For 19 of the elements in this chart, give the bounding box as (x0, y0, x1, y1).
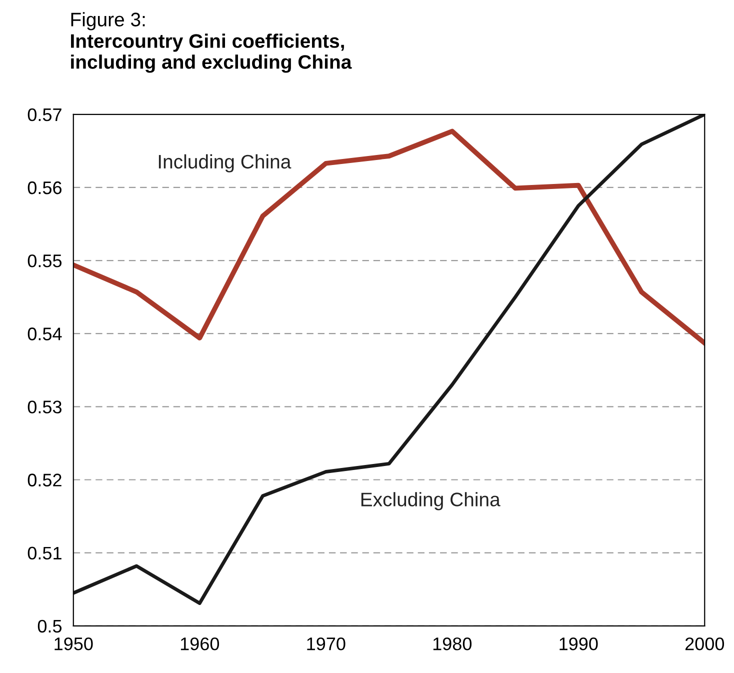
series-label: Including China (158, 154, 292, 172)
y-tick-label: 0.53 (28, 400, 62, 414)
x-tick-label: 1980 (433, 637, 472, 650)
y-tick-label: 0.57 (28, 108, 62, 122)
series-label: Excluding China (361, 492, 500, 510)
y-tick-label: 0.5 (38, 620, 62, 633)
line-series (73, 128, 705, 346)
y-tick-label: 0.54 (28, 328, 62, 340)
y-tick-label: 0.56 (28, 181, 62, 194)
chart-subtitle: Intercountry Gini coefficients, including and excluding China (71, 34, 352, 73)
x-tick-label: 1960 (180, 637, 220, 650)
x-tick-label: 1970 (307, 637, 346, 650)
x-tick-label: 2000 (685, 637, 724, 650)
y-tick-label: 0.51 (28, 546, 62, 560)
y-tick-label: 0.55 (28, 254, 62, 268)
x-tick-label: 1990 (560, 637, 598, 650)
chart-title: Figure 3: (71, 12, 145, 30)
x-tick-label: 1950 (54, 637, 93, 650)
y-tick-label: 0.52 (28, 474, 62, 486)
